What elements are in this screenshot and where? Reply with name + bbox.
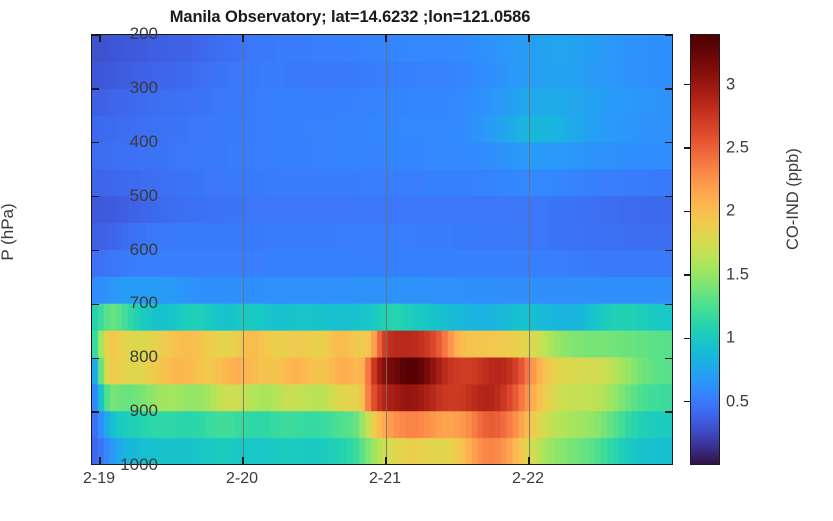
y-axis-tick bbox=[92, 88, 99, 90]
y-axis-tick bbox=[665, 303, 672, 306]
colorbar-gradient bbox=[691, 35, 719, 464]
y-axis-tick bbox=[92, 195, 99, 198]
y-axis-tick-label: 800 bbox=[129, 347, 158, 367]
x-axis-tick bbox=[385, 35, 387, 42]
x-axis-tick bbox=[242, 457, 244, 464]
colorbar-tick-label: 3 bbox=[726, 75, 736, 94]
colorbar-tick-label: 2 bbox=[726, 201, 736, 220]
y-axis-tick bbox=[92, 357, 99, 359]
y-axis-tick-label: 500 bbox=[129, 185, 158, 205]
y-axis-tick-label: 700 bbox=[129, 293, 158, 313]
x-axis-tick-label: 2-22 bbox=[511, 470, 545, 487]
y-axis-tick bbox=[92, 249, 99, 252]
colorbar-tick bbox=[684, 147, 691, 149]
colorbar-tick bbox=[684, 337, 691, 339]
y-axis-tick bbox=[665, 142, 672, 144]
y-axis-tick bbox=[92, 142, 99, 144]
y-axis-tick bbox=[92, 411, 99, 413]
colorbar-tick bbox=[684, 210, 691, 213]
y-axis-tick bbox=[665, 357, 672, 359]
colorbar-tick-label: 1 bbox=[726, 328, 736, 347]
colorbar-tick bbox=[684, 274, 691, 276]
colorbar-tick bbox=[684, 84, 691, 86]
y-axis-tick-label: 600 bbox=[129, 239, 158, 259]
y-axis-tick bbox=[665, 195, 672, 198]
y-axis-tick-label: 1000 bbox=[120, 455, 158, 474]
colorbar-tick-label: 1.5 bbox=[726, 265, 749, 284]
x-axis-tick bbox=[528, 35, 530, 42]
x-axis-tick bbox=[99, 457, 101, 464]
x-axis-tick bbox=[385, 457, 387, 464]
x-axis-tick-label: 2-19 bbox=[82, 470, 116, 487]
colorbar-tick-label: 2.5 bbox=[726, 138, 749, 157]
y-axis-tick bbox=[665, 411, 672, 413]
y-axis-tick-label: 200 bbox=[129, 24, 158, 43]
y-axis-tick bbox=[92, 35, 99, 36]
x-axis-tick bbox=[99, 35, 101, 42]
y-axis-tick-label: 300 bbox=[129, 77, 158, 97]
colorbar-tick bbox=[684, 400, 691, 403]
x-axis-tick-label: 2-20 bbox=[225, 470, 259, 487]
y-axis-tick bbox=[665, 249, 672, 252]
y-axis-tick-label: 400 bbox=[129, 131, 158, 151]
colorbar[interactable] bbox=[690, 34, 720, 465]
heatmap-canvas[interactable] bbox=[92, 35, 672, 464]
colorbar-axis-label: CO-IND (ppb) bbox=[784, 148, 802, 250]
y-axis-tick-label: 900 bbox=[129, 401, 158, 421]
y-axis-tick bbox=[665, 35, 672, 36]
x-axis-tick bbox=[528, 457, 530, 464]
page-title: Manila Observatory; lat=14.6232 ;lon=121… bbox=[169, 8, 531, 26]
y-axis-tick bbox=[665, 88, 672, 90]
colorbar-tick-label: 0.5 bbox=[726, 392, 749, 411]
x-axis-tick-label: 2-21 bbox=[368, 470, 402, 487]
y-axis-label: P (hPa) bbox=[0, 203, 17, 260]
heatmap-axes[interactable] bbox=[91, 34, 673, 465]
y-axis-tick bbox=[92, 303, 99, 306]
x-axis-tick bbox=[242, 35, 244, 42]
